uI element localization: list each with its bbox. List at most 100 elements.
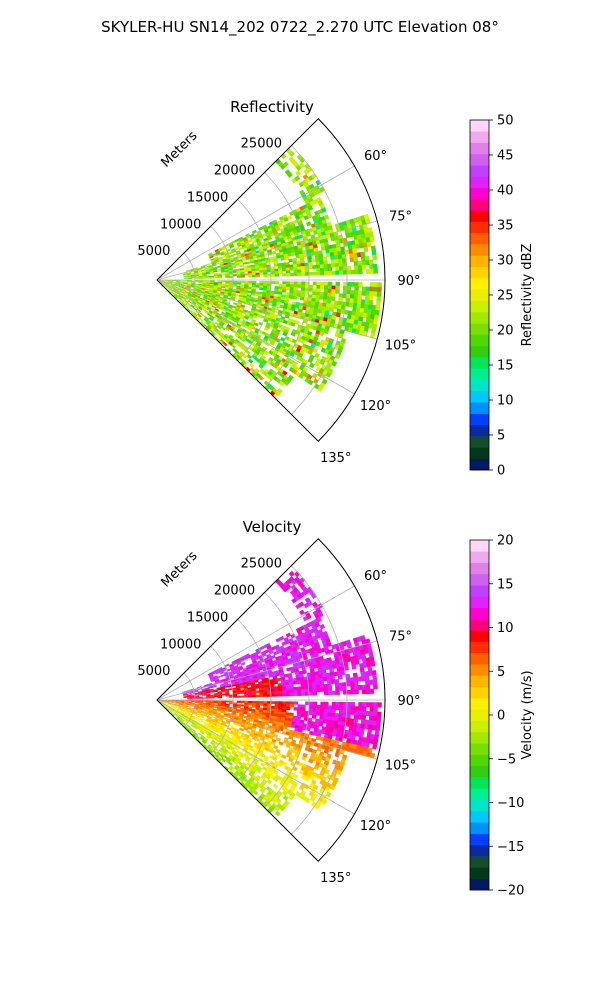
radar-cell bbox=[255, 738, 261, 743]
radar-cell bbox=[214, 679, 220, 682]
radar-cell bbox=[201, 269, 207, 272]
radar-cell bbox=[217, 692, 222, 695]
radar-cell bbox=[240, 707, 245, 711]
radar-cell bbox=[176, 717, 181, 721]
radar-cell bbox=[308, 241, 314, 247]
radar-cell bbox=[291, 721, 297, 726]
radar-cell bbox=[171, 704, 176, 707]
radar-cell bbox=[326, 657, 332, 663]
radar-cell bbox=[182, 707, 187, 710]
radar-cell bbox=[239, 658, 245, 663]
radar-cell bbox=[320, 309, 326, 315]
radar-cell bbox=[350, 240, 356, 246]
radar-cell bbox=[259, 701, 264, 704]
radar-cell bbox=[320, 705, 325, 710]
colorbar-swatch bbox=[470, 120, 489, 132]
radar-cell bbox=[222, 258, 227, 262]
radar-cell bbox=[281, 687, 287, 692]
radar-cell bbox=[212, 685, 217, 688]
radar-cell bbox=[223, 765, 229, 771]
radar-cell bbox=[220, 684, 225, 688]
radar-cell bbox=[372, 720, 378, 726]
radar-cell bbox=[251, 274, 257, 278]
radar-cell bbox=[254, 265, 260, 269]
radar-cell bbox=[169, 708, 174, 712]
radar-cell bbox=[316, 732, 322, 738]
radar-cell bbox=[254, 310, 260, 315]
radar-cell bbox=[240, 286, 245, 289]
radar-cell bbox=[290, 584, 297, 591]
radar-cell bbox=[285, 690, 291, 694]
radar-cell bbox=[174, 287, 179, 290]
radar-cell bbox=[170, 292, 175, 296]
radar-cell bbox=[202, 744, 207, 749]
radar-cell bbox=[275, 226, 281, 232]
radar-cell bbox=[193, 689, 199, 692]
radar-cell bbox=[288, 258, 294, 263]
radar-cell bbox=[204, 731, 209, 735]
radar-cell bbox=[178, 707, 183, 710]
radar-cell bbox=[324, 281, 329, 286]
radar-cell bbox=[345, 717, 351, 723]
radar-cell bbox=[239, 765, 245, 770]
colorbar-swatch bbox=[470, 675, 489, 688]
radar-cell bbox=[187, 284, 192, 286]
colorbar-label: Reflectivity dBZ bbox=[520, 244, 535, 347]
radar-cell bbox=[206, 306, 212, 311]
radar-cell bbox=[201, 287, 207, 289]
radar-cell bbox=[272, 744, 279, 750]
radar-cell bbox=[312, 731, 318, 737]
radar-cell bbox=[293, 366, 300, 372]
azimuth-spoke bbox=[156, 585, 355, 701]
radar-cell bbox=[352, 248, 358, 254]
radar-cell bbox=[288, 150, 295, 157]
radar-cell bbox=[309, 774, 315, 781]
radar-cell bbox=[254, 293, 260, 297]
radar-cell bbox=[183, 282, 188, 284]
radar-cell bbox=[284, 297, 290, 302]
radar-cell bbox=[198, 311, 204, 316]
radar-cell bbox=[198, 725, 204, 729]
radar-cell bbox=[269, 341, 275, 346]
radar-cell bbox=[244, 735, 250, 740]
radar-cell bbox=[273, 776, 279, 782]
radar-cell bbox=[190, 286, 195, 289]
radar-cell bbox=[345, 652, 351, 659]
radar-cell bbox=[369, 268, 375, 274]
radar-cell bbox=[364, 299, 370, 306]
radar-cell bbox=[217, 256, 223, 260]
radar-cell bbox=[311, 297, 317, 303]
radar-cell bbox=[251, 688, 256, 692]
radar-cell bbox=[259, 350, 265, 356]
radar-cell bbox=[259, 269, 264, 273]
radar-cell bbox=[361, 260, 367, 266]
radar-cell bbox=[329, 784, 336, 791]
radar-cell bbox=[266, 708, 272, 712]
radar-cell bbox=[167, 703, 173, 706]
radar-cell bbox=[235, 670, 241, 674]
radar-cell bbox=[254, 235, 260, 241]
radar-cell bbox=[233, 741, 238, 746]
radar-cell bbox=[187, 280, 192, 282]
radar-cell bbox=[236, 700, 242, 703]
radar-cell bbox=[335, 701, 340, 707]
radar-cell bbox=[262, 757, 269, 763]
radar-cell bbox=[242, 746, 248, 751]
radar-cell bbox=[187, 275, 192, 277]
radar-cell bbox=[365, 290, 371, 297]
radar-cell bbox=[198, 726, 203, 730]
radar-cell bbox=[343, 241, 349, 247]
radar-cell bbox=[314, 352, 320, 359]
radar-cell bbox=[299, 338, 306, 345]
radar-cell bbox=[164, 702, 169, 705]
radar-cell bbox=[239, 306, 245, 310]
radar-cell bbox=[221, 286, 226, 289]
radar-cell bbox=[216, 723, 222, 727]
radar-cell bbox=[194, 298, 199, 302]
radar-cell bbox=[205, 321, 210, 326]
radar-cell bbox=[289, 264, 294, 268]
radar-cell bbox=[357, 260, 363, 266]
radar-cell bbox=[163, 283, 169, 286]
colorbar-swatch bbox=[470, 424, 489, 437]
radar-cell bbox=[243, 725, 249, 729]
